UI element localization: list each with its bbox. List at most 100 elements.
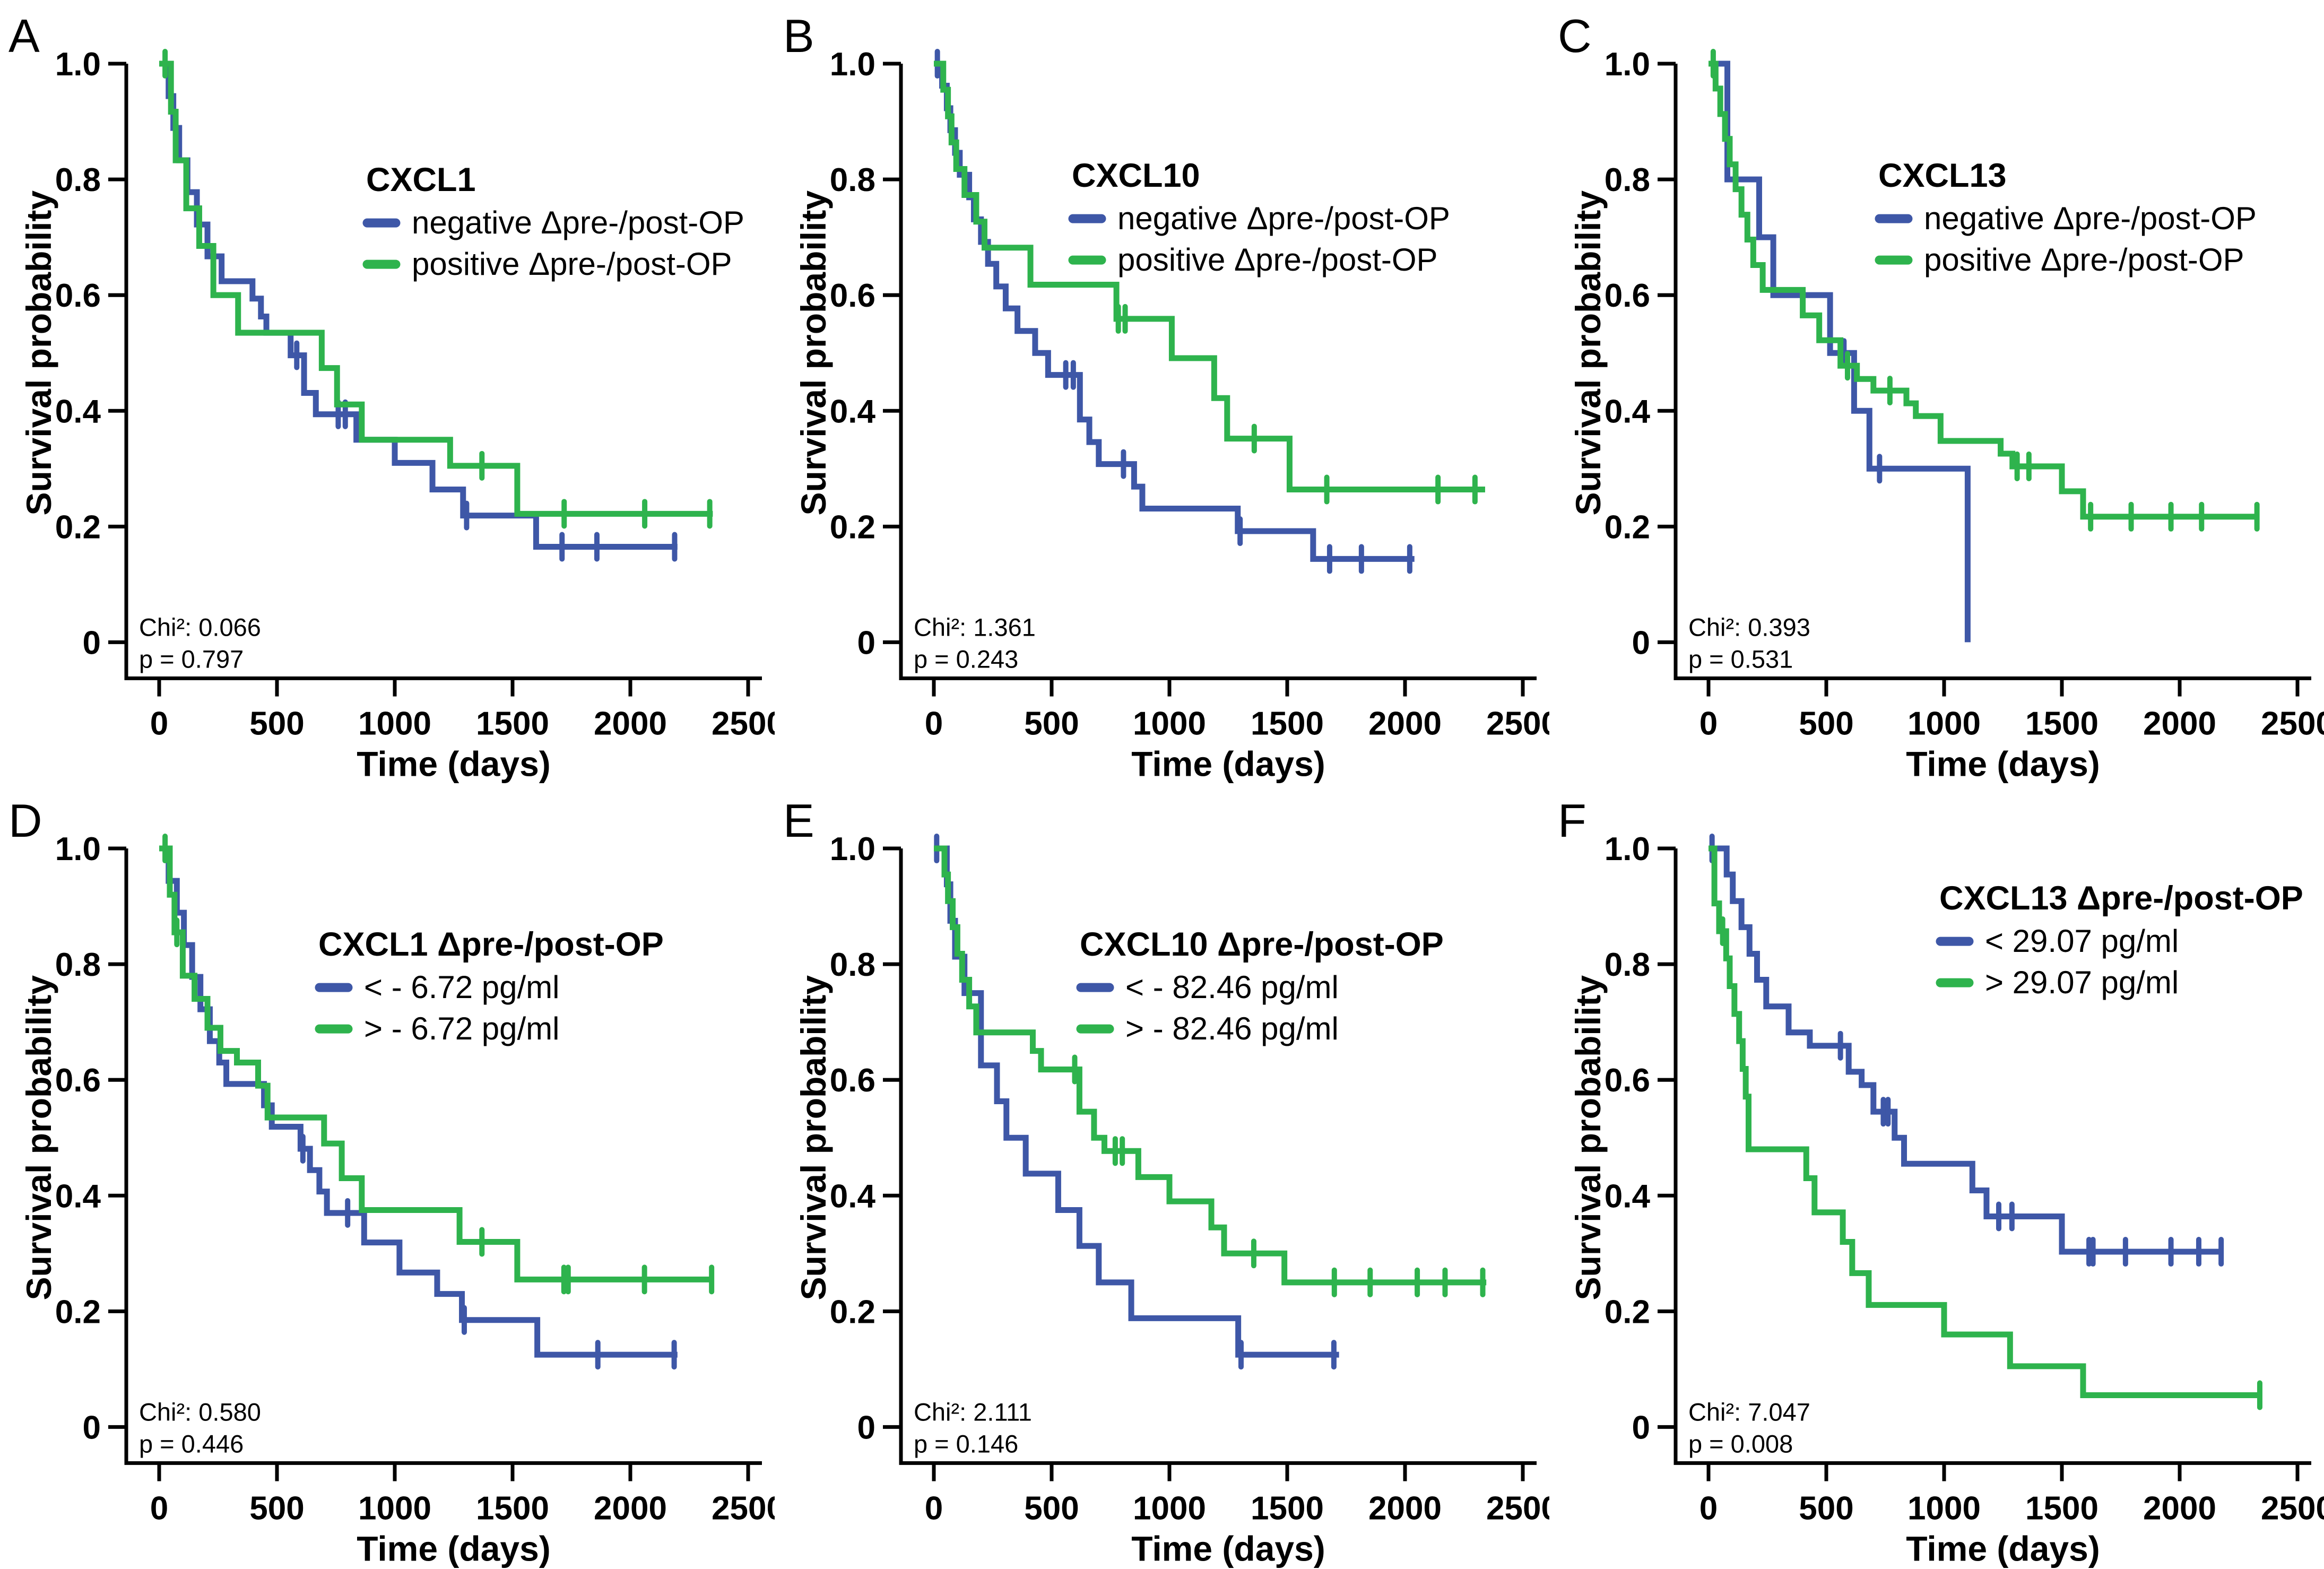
panel-F: 1.0 0.8 0.6 0.4 0.2 0 0 500 1000 1500 2000 2500 Time… (1549, 785, 2324, 1569)
panel-letter: B (783, 10, 814, 62)
x-tick-label: 2000 (1368, 705, 1442, 742)
y-tick-label: 1.0 (1605, 831, 1650, 868)
x-tick-label: 1000 (1907, 705, 1981, 742)
x-tick-label: 500 (249, 705, 304, 742)
x-axis-title: Time (days) (357, 744, 551, 783)
legend-label: negative Δpre-/post-OP (1117, 201, 1450, 236)
chi2-annotation: Chi²: 1.361 (914, 613, 1036, 641)
panel-A-plot: 1.0 0.8 0.6 0.4 0.2 0 0 500 1000 1500 2000 2500 Time… (8, 10, 775, 783)
y-tick-label: 0.6 (1605, 1062, 1650, 1099)
x-tick-label: 500 (1799, 705, 1853, 742)
y-axis-title: Survival probability (19, 975, 58, 1300)
panel-letter: D (8, 794, 42, 847)
y-tick-label: 0 (1632, 1409, 1650, 1446)
x-axis-title: Time (days) (1131, 1529, 1325, 1568)
panel-F-plot: 1.0 0.8 0.6 0.4 0.2 0 0 500 1000 1500 2000 2500 Time… (1558, 794, 2324, 1568)
survival-curve-group2 (159, 60, 713, 517)
x-tick-label: 1500 (2025, 705, 2098, 742)
x-tick-label: 1500 (2025, 1490, 2098, 1527)
legend-label: < - 6.72 pg/ml (364, 969, 559, 1005)
y-tick-label: 1.0 (1605, 46, 1650, 83)
x-tick-label: 0 (1699, 705, 1718, 742)
p-value-annotation: p = 0.008 (1688, 1429, 1793, 1458)
p-value-annotation: p = 0.797 (139, 645, 244, 673)
legend-label: positive Δpre-/post-OP (1924, 242, 2244, 278)
x-tick-label: 2500 (712, 705, 775, 742)
p-value-annotation: p = 0.146 (914, 1429, 1018, 1458)
panel-letter: E (783, 794, 814, 847)
y-tick-label: 1.0 (55, 831, 101, 868)
legend-label: > - 6.72 pg/ml (364, 1011, 559, 1046)
x-tick-label: 2500 (1486, 705, 1549, 742)
chi2-annotation: Chi²: 2.111 (914, 1398, 1032, 1426)
x-tick-label: 1500 (1251, 705, 1324, 742)
survival-curve-group2 (934, 60, 1485, 493)
y-tick-label: 0.6 (830, 1062, 875, 1099)
y-tick-label: 0.8 (1605, 947, 1650, 983)
panel-E-plot: 1.0 0.8 0.6 0.4 0.2 0 0 500 1000 1500 2000 2500 Time… (783, 794, 1549, 1568)
panel-C: 1.0 0.8 0.6 0.4 0.2 0 0 500 1000 1500 2000 2500 Time… (1549, 0, 2324, 785)
panel-B-plot: 1.0 0.8 0.6 0.4 0.2 0 0 500 1000 1500 2000 2500 Time… (783, 10, 1549, 783)
x-tick-label: 500 (1799, 1490, 1853, 1527)
y-axis-title: Survival probability (794, 975, 833, 1300)
legend-title: CXCL10 Δpre-/post-OP (1080, 926, 1444, 963)
x-axis-title: Time (days) (1131, 744, 1325, 783)
legend-label: positive Δpre-/post-OP (1117, 242, 1438, 278)
x-tick-label: 1500 (476, 705, 549, 742)
y-tick-label: 0.4 (830, 1178, 876, 1215)
x-tick-label: 2500 (712, 1490, 775, 1527)
y-tick-label: 0.4 (1605, 1178, 1651, 1215)
p-value-annotation: p = 0.243 (914, 645, 1018, 673)
y-tick-label: 0 (857, 1409, 875, 1446)
y-tick-label: 0.6 (830, 278, 875, 314)
y-tick-label: 0.2 (1605, 509, 1650, 545)
panel-D-plot: 1.0 0.8 0.6 0.4 0.2 0 0 500 1000 1500 2000 2500 Time… (8, 794, 775, 1568)
chi2-annotation: Chi²: 0.580 (139, 1398, 261, 1426)
chi2-annotation: Chi²: 0.066 (139, 613, 261, 641)
y-tick-label: 0.8 (55, 947, 101, 983)
legend-label: > 29.07 pg/ml (1985, 965, 2179, 1000)
legend-title: CXCL13 (1878, 157, 2007, 194)
y-tick-label: 0 (83, 1409, 101, 1446)
x-tick-label: 2500 (1486, 1490, 1549, 1527)
y-axis-title: Survival probability (1568, 190, 1608, 516)
x-tick-label: 500 (1024, 1490, 1079, 1527)
legend-title: CXCL1 (366, 161, 476, 198)
y-tick-label: 1.0 (55, 46, 101, 83)
x-tick-label: 500 (249, 1490, 304, 1527)
y-tick-label: 0.6 (1605, 278, 1650, 314)
x-tick-label: 1000 (1133, 705, 1206, 742)
y-tick-label: 0.8 (830, 162, 875, 198)
panel-E: 1.0 0.8 0.6 0.4 0.2 0 0 500 1000 1500 2000 2500 Time… (775, 785, 1549, 1569)
p-value-annotation: p = 0.531 (1688, 645, 1793, 673)
survival-curve-group2 (934, 845, 1487, 1285)
x-tick-label: 0 (925, 705, 943, 742)
x-tick-label: 500 (1024, 705, 1079, 742)
x-tick-label: 1500 (1251, 1490, 1324, 1527)
y-tick-label: 0 (857, 625, 875, 661)
panel-letter: F (1558, 794, 1586, 847)
panel-C-plot: 1.0 0.8 0.6 0.4 0.2 0 0 500 1000 1500 2000 2500 Time… (1558, 10, 2324, 783)
legend-title: CXCL13 Δpre-/post-OP (1939, 880, 2303, 917)
y-tick-label: 0.2 (55, 1294, 101, 1330)
x-tick-label: 1000 (1133, 1490, 1206, 1527)
x-tick-label: 1500 (476, 1490, 549, 1527)
y-tick-label: 0 (83, 625, 101, 661)
p-value-annotation: p = 0.446 (139, 1429, 244, 1458)
y-tick-label: 1.0 (830, 46, 875, 83)
x-axis-title: Time (days) (1906, 1529, 2100, 1568)
y-tick-label: 0 (1632, 625, 1650, 661)
y-tick-label: 0.4 (55, 393, 101, 430)
panel-A: 1.0 0.8 0.6 0.4 0.2 0 0 500 1000 1500 2000 2500 Time… (0, 0, 775, 785)
x-tick-label: 2500 (2261, 705, 2324, 742)
survival-curve-group1 (934, 845, 1339, 1358)
x-tick-label: 2000 (2143, 705, 2216, 742)
y-tick-label: 0.2 (830, 1294, 875, 1330)
x-tick-label: 1000 (358, 705, 431, 742)
x-axis-title: Time (days) (357, 1529, 551, 1568)
y-tick-label: 1.0 (830, 831, 875, 868)
y-tick-label: 0.8 (1605, 162, 1650, 198)
survival-curve-group2 (159, 845, 713, 1282)
panel-D: 1.0 0.8 0.6 0.4 0.2 0 0 500 1000 1500 2000 2500 Time… (0, 785, 775, 1569)
